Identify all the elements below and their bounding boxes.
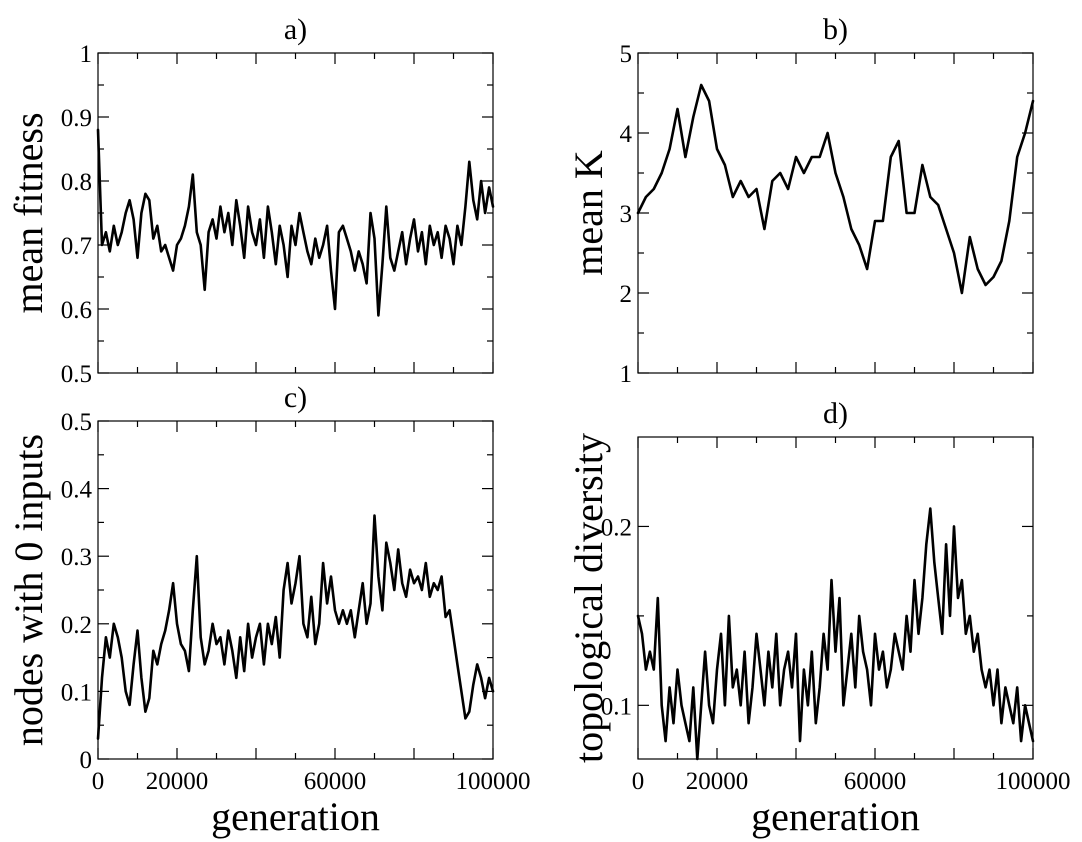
panel-b-ytick-label: 2 (620, 281, 633, 308)
panel-c-xtick-label: 100000 (456, 768, 531, 795)
panel-b-series-line (636, 83, 1035, 295)
panel-d-xtick-label: 60000 (844, 768, 907, 795)
panel-c-plot-frame (97, 420, 494, 760)
panel-a: a) mean fitness 0.5 0.6 0.7 0.8 0.9 1 (6, 13, 495, 388)
panel-d-xtick-label: 100000 (996, 768, 1071, 795)
panel-c-ylabel: nodes with 0 inputs (6, 434, 51, 746)
panel-a-ytick-label: 0.8 (61, 169, 92, 196)
panel-d-ytick-label: 0.1 (601, 693, 632, 720)
panel-d: d) topological diversity generation 0.1 0… (566, 397, 1071, 839)
panel-b-ytick-label: 3 (620, 201, 633, 228)
panel-b-title: b) (823, 13, 848, 46)
panel-c-ytick-label: 0.5 (61, 409, 92, 436)
panel-a-ylabel: mean fitness (6, 112, 51, 313)
panel-c-title: c) (284, 381, 307, 414)
panel-c-xlabel: generation (211, 794, 380, 839)
panel-b-ytick-label: 5 (620, 41, 633, 68)
panel-d-xlabel: generation (751, 794, 920, 839)
panel-b-ytick-label: 1 (620, 361, 633, 388)
panel-c-ytick-label: 0 (80, 747, 93, 774)
panel-d-title: d) (823, 397, 848, 430)
panel-a-ytick-label: 0.5 (61, 361, 92, 388)
panel-b-ylabel: mean K (566, 150, 611, 276)
panel-c-ytick-label: 0.2 (61, 612, 92, 639)
panel-b-ytick-label: 4 (620, 121, 633, 148)
panel-a-title: a) (284, 13, 307, 46)
panel-a-ytick-label: 0.6 (61, 297, 92, 324)
panel-d-ylabel: topological diversity (566, 433, 611, 763)
panel-a-plot-frame (97, 52, 494, 374)
panel-c-xtick-label: 0 (92, 768, 105, 795)
panel-c-series-line (96, 514, 495, 740)
panel-a-ytick-label: 0.9 (61, 105, 92, 132)
panel-c: c) nodes with 0 inputs generation 0 0.1 0.… (6, 381, 531, 839)
panel-c-ytick-label: 0.3 (61, 544, 92, 571)
panel-a-ytick-label: 0.7 (61, 233, 92, 260)
panel-d-series-line (636, 507, 1035, 761)
panel-c-ytick-label: 0.4 (61, 477, 93, 504)
panel-c-ytick-label: 0.1 (61, 679, 92, 706)
panel-c-xtick-label: 20000 (146, 768, 209, 795)
panel-d-xtick-label: 0 (632, 768, 645, 795)
panel-c-xtick-label: 60000 (304, 768, 367, 795)
panel-d-plot-frame (637, 436, 1034, 760)
panel-a-series-line (96, 128, 495, 317)
panel-b: b) mean K 1 2 3 4 5 (566, 13, 1035, 388)
panel-d-ytick-label: 0.2 (601, 514, 632, 541)
panel-a-ytick-label: 1 (80, 41, 93, 68)
panel-d-xtick-label: 20000 (686, 768, 749, 795)
